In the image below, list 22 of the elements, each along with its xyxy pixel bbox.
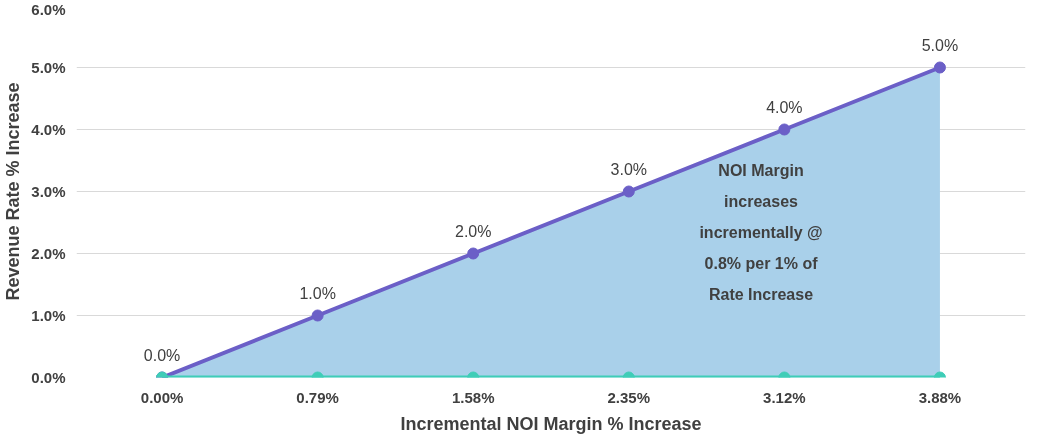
y-tick-label: 1.0% bbox=[31, 307, 66, 324]
y-tick-label: 2.0% bbox=[31, 245, 66, 262]
x-tick-label: 3.88% bbox=[918, 388, 962, 406]
data-label: 1.0% bbox=[299, 284, 336, 302]
x-tick-label: 0.79% bbox=[296, 388, 339, 406]
x-tick-label: 1.58% bbox=[451, 388, 495, 406]
data-label: 0.0% bbox=[143, 346, 181, 364]
y-tick-label: 0.0% bbox=[31, 369, 66, 386]
y-axis-title: Revenue Rate % Increase bbox=[3, 82, 24, 301]
x-tick-label: 3.12% bbox=[763, 388, 806, 406]
y-tick-label: 6.0% bbox=[31, 0, 66, 18]
data-label: 3.0% bbox=[610, 160, 648, 178]
data-label: 5.0% bbox=[921, 36, 959, 54]
data-label: 2.0% bbox=[454, 222, 492, 240]
x-axis-title: Incremental NOI Margin % Increase bbox=[400, 413, 702, 434]
y-tick-label: 3.0% bbox=[31, 183, 66, 200]
y-tick-label: 4.0% bbox=[31, 121, 66, 138]
data-label: 4.0% bbox=[766, 98, 803, 116]
y-tick-label: 5.0% bbox=[31, 59, 66, 76]
annotation: NOI Margin increases incrementally @ 0.8% per 1% of Rate Increase bbox=[699, 162, 823, 304]
x-tick-label: 0.00% bbox=[140, 388, 184, 406]
x-tick-label: 2.35% bbox=[607, 388, 651, 406]
